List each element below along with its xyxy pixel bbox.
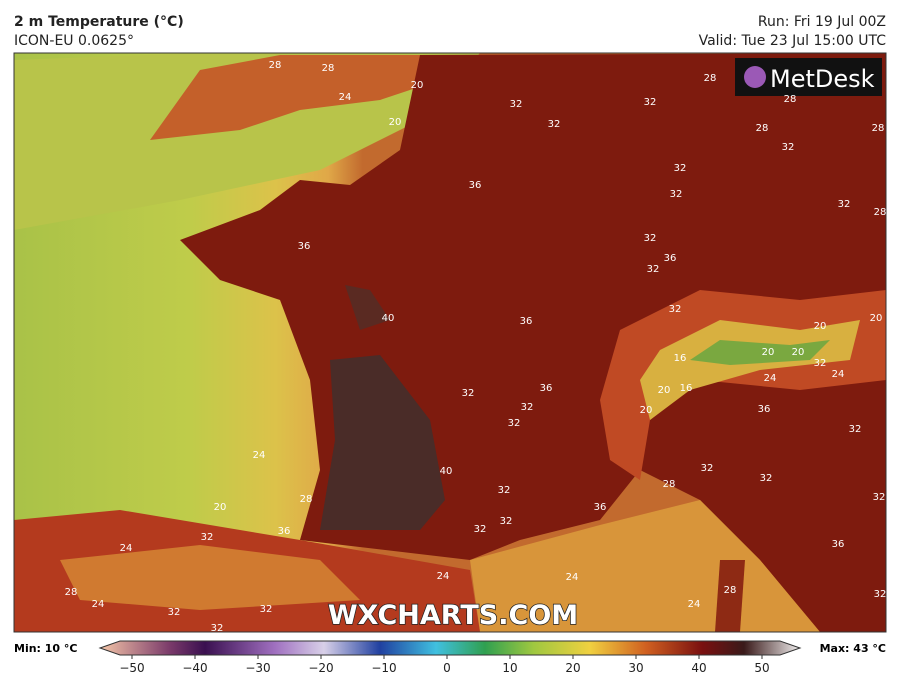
contour-label: 24	[832, 369, 845, 380]
contour-label: 32	[701, 463, 714, 474]
map-frame	[13, 52, 887, 633]
contour-label: 36	[594, 502, 607, 513]
colorbar-tick-label: 20	[565, 661, 580, 675]
contour-label: 36	[832, 539, 845, 550]
colorbar-tick-label: 0	[443, 661, 451, 675]
contour-label: 36	[758, 404, 771, 415]
contour-label: 28	[663, 479, 676, 490]
contour-label: 20	[411, 80, 424, 91]
contour-label: 32	[508, 418, 521, 429]
alps-peaks	[690, 340, 830, 365]
colorbar-tick-label: −40	[182, 661, 207, 675]
contour-label: 32	[462, 388, 475, 399]
hot-spot	[345, 285, 390, 330]
contour-label: 32	[669, 304, 682, 315]
contour-label: 40	[382, 313, 395, 324]
colorbar-tick-label: −10	[371, 661, 396, 675]
title: 2 m Temperature (°C)	[14, 14, 184, 30]
contour-label: 20	[792, 347, 805, 358]
contour-label: 32	[670, 189, 683, 200]
contour-label: 28	[756, 123, 769, 134]
hot-region	[320, 355, 445, 530]
contour-label: 24	[688, 599, 701, 610]
contour-label: 20	[640, 405, 653, 416]
contour-label: 32	[168, 607, 181, 618]
contour-label: 16	[674, 353, 687, 364]
contour-label: 32	[647, 264, 660, 275]
run: Run: Fri 19 Jul 00Z	[758, 14, 886, 30]
contour-label: 20	[870, 313, 883, 324]
contour-label: 20	[214, 502, 227, 513]
contour-label: 32	[510, 99, 523, 110]
contour-label: 24	[253, 450, 266, 461]
contour-label: 24	[92, 599, 105, 610]
contour-label: 36	[469, 180, 482, 191]
contour-label: 24	[339, 92, 352, 103]
contour-label: 24	[566, 572, 579, 583]
contour-label: 32	[674, 163, 687, 174]
england	[150, 55, 440, 140]
contour-label: 28	[300, 494, 313, 505]
contour-label: 32	[260, 604, 273, 615]
contour-label: 28	[322, 63, 335, 74]
colorbar-tick-label: 10	[502, 661, 517, 675]
contour-label: 32	[211, 623, 224, 634]
contour-label: 36	[298, 241, 311, 252]
logo: MetDesk	[770, 65, 875, 93]
contour-label: 20	[762, 347, 775, 358]
contour-label: 32	[548, 119, 561, 130]
valid: Valid: Tue 23 Jul 15:00 UTC	[699, 33, 887, 49]
contour-label: 32	[498, 485, 511, 496]
colorbar-tick-label: 40	[691, 661, 706, 675]
contour-label: 40	[440, 466, 453, 477]
contour-label: 36	[664, 253, 677, 264]
min-label: Min: 10 °C	[14, 642, 78, 655]
contour-label: 28	[872, 123, 885, 134]
contour-label: 20	[658, 385, 671, 396]
map	[14, 53, 886, 632]
contour-label: 32	[838, 199, 851, 210]
contour-label: 32	[644, 233, 657, 244]
contour-label: 32	[849, 424, 862, 435]
contour-label: 32	[644, 97, 657, 108]
contour-label: 28	[874, 207, 887, 218]
contour-label: 32	[814, 358, 827, 369]
contour-label: 24	[764, 373, 777, 384]
corsica	[715, 560, 745, 632]
contour-label: 36	[540, 383, 553, 394]
contour-label: 36	[278, 526, 291, 537]
logo-icon	[744, 66, 766, 88]
colorbar-tick-label: 30	[628, 661, 643, 675]
contour-label: 32	[782, 142, 795, 153]
contour-label: 32	[500, 516, 513, 527]
contour-label: 32	[760, 473, 773, 484]
contour-label: 28	[269, 60, 282, 71]
contour-label: 32	[874, 589, 887, 600]
contour-label: 20	[814, 321, 827, 332]
contour-label: 20	[389, 117, 402, 128]
contour-label: 28	[724, 585, 737, 596]
max-label: Max: 43 °C	[820, 642, 886, 655]
contour-label: 36	[520, 316, 533, 327]
contour-label: 32	[873, 492, 886, 503]
contour-label: 28	[65, 587, 78, 598]
contour-label: 24	[437, 571, 450, 582]
contour-label: 24	[120, 543, 133, 554]
colorbar	[98, 640, 802, 656]
colorbar-tick-label: −50	[119, 661, 144, 675]
model: ICON-EU 0.0625°	[14, 33, 134, 49]
colorbar-tick-label: −20	[308, 661, 333, 675]
pyrenees	[60, 545, 360, 610]
colorbar-tick-label: −30	[245, 661, 270, 675]
contour-label: 32	[521, 402, 534, 413]
contour-label: 16	[680, 383, 693, 394]
contour-label: 28	[784, 94, 797, 105]
colorbar-tick-label: 50	[754, 661, 769, 675]
contour-label: 32	[474, 524, 487, 535]
contour-label: 32	[201, 532, 214, 543]
contour-label: 28	[704, 73, 717, 84]
watermark: WXCHARTS.COM	[328, 600, 578, 631]
